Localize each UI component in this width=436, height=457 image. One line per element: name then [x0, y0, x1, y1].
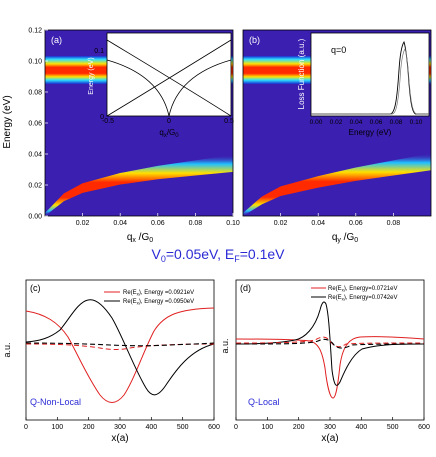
inset-b-annotation: q=0 — [331, 45, 346, 55]
panel-c-series-red — [25, 307, 215, 403]
panel-b: (b) 0.02 0.04 0.06 0.08 qy /G0 q=0 0.00 0.02… — [242, 29, 432, 244]
x-tick-label: 0.06 — [151, 220, 165, 227]
inset-b-xtick: 0.08 — [390, 119, 403, 126]
x-tick-label: 0.08 — [189, 220, 203, 227]
inset-a-xlabel: qx/G0 — [159, 128, 179, 139]
x-tick-label: 100 — [51, 424, 63, 431]
inset-b-xtick: 0.06 — [370, 119, 383, 126]
inset-a-curve-1 — [106, 39, 232, 117]
inset-a-curve-3 — [106, 59, 170, 117]
x-tick-label: 500 — [387, 424, 399, 431]
panel-c-frame — [25, 279, 215, 421]
panel-a-xlabel: qx /G0 — [127, 232, 153, 244]
y-tick-label: 0.06 — [28, 121, 42, 128]
x-tick-label: 100 — [261, 424, 273, 431]
x-tick-label: 0.04 — [311, 220, 325, 227]
inset-a-ytick: 0.1 — [94, 48, 104, 55]
inset-a-curve-4 — [168, 59, 232, 117]
panel-a-y-ticks: 0.00 0.02 0.04 0.06 0.08 0.10 0.12 — [28, 28, 48, 221]
panel-d-legend-2: Re(Ex), Energy=0.0742eV — [328, 295, 397, 302]
panel-b-plasmon-band — [243, 153, 431, 216]
panel-d-label: (d) — [240, 283, 251, 293]
panel-a-x-ticks: 0.02 0.04 0.06 0.08 0.10 — [76, 213, 240, 227]
panel-c-ylabel: a.u. — [2, 342, 12, 357]
inset-a-ytick: 0 — [100, 114, 104, 121]
y-tick-label: 0.04 — [28, 152, 42, 159]
panel-c-legend-2: Re(Ex), Energy =0.0950eV — [123, 299, 194, 306]
inset-a-xtick: 0 — [167, 118, 171, 125]
inset-b-xtick: 0.04 — [350, 119, 363, 126]
x-tick-label: 600 — [418, 424, 430, 431]
panel-b-inset: q=0 0.00 0.02 0.04 0.06 0.08 0.10 Energy (eV)… — [297, 32, 430, 137]
panel-c-legend-1: Re(Ex), Energy =0.0921eV — [123, 290, 194, 297]
inset-b-xtick: 0.00 — [310, 119, 323, 126]
inset-b-loss-curve — [311, 40, 429, 115]
panel-d-xlabel: x(a) — [321, 433, 338, 444]
panel-d-series-black — [235, 301, 425, 386]
panel-c-x-ticks: 0 100 200 300 400 500 600 — [24, 417, 220, 431]
x-tick-label: 0.02 — [274, 220, 288, 227]
panel-c-xlabel: x(a) — [111, 433, 128, 444]
y-tick-label: 0.12 — [28, 28, 42, 35]
y-tick-label: 0.08 — [28, 90, 42, 97]
panel-a-ylabel: Energy (eV) — [2, 95, 13, 148]
x-tick-label: 200 — [293, 424, 305, 431]
inset-a-xtick: -0.5 — [102, 118, 114, 125]
panel-d-legend-1: Re(Ex), Energy=0.0721eV — [328, 286, 397, 293]
panel-c-series-black — [25, 299, 215, 396]
panel-c: (c) 0 100 200 300 400 500 600 a.u. x(a) Q-Non-… — [2, 279, 220, 444]
y-tick-label: 0.02 — [28, 183, 42, 190]
y-tick-label: 0.00 — [28, 214, 42, 221]
panel-a-label: (a) — [51, 35, 62, 45]
inset-b-xtick: 0.10 — [410, 119, 423, 126]
panel-c-series-black-dashed — [25, 342, 215, 347]
x-tick-label: 0.04 — [113, 220, 127, 227]
panel-a-inset: -0.5 0 0.5 0 0.1 Energy (eV) qx/G0 — [88, 32, 234, 139]
inset-b-ylabel: Loss Function (a.u.) — [297, 38, 306, 109]
panel-b-label: (b) — [249, 35, 260, 45]
panel-d-frame — [235, 279, 425, 421]
x-tick-label: 400 — [145, 424, 157, 431]
inset-a-xtick: 0.5 — [224, 118, 234, 125]
x-tick-label: 0.08 — [387, 220, 401, 227]
inset-a-curve-2 — [106, 39, 232, 117]
x-tick-label: 300 — [324, 424, 336, 431]
inset-b-loss-curve-2 — [311, 48, 429, 115]
x-tick-label: 400 — [355, 424, 367, 431]
x-tick-label: 0.02 — [76, 220, 90, 227]
x-tick-label: 0.06 — [349, 220, 363, 227]
x-tick-label: 0 — [24, 424, 28, 431]
inset-b-xlabel: Energy (eV) — [349, 128, 392, 137]
parameter-banner: V0=0.05eV, EF=0.1eV — [151, 246, 285, 264]
x-tick-label: 600 — [208, 424, 220, 431]
x-tick-label: 200 — [83, 424, 95, 431]
panel-d-series-black-dashed — [235, 338, 425, 349]
x-tick-label: 0.10 — [226, 220, 240, 227]
panel-d: (d) 0 100 200 300 400 500 600 a.u. x(a) Q-Loca… — [220, 279, 430, 444]
y-tick-label: 0.10 — [28, 59, 42, 66]
x-tick-label: 0 — [234, 424, 238, 431]
panel-b-x-ticks: 0.02 0.04 0.06 0.08 — [274, 213, 401, 227]
inset-b-xtick: 0.02 — [330, 119, 343, 126]
panel-d-series-red-dashed — [235, 336, 425, 348]
panel-c-annotation: Q-Non-Local — [30, 397, 81, 407]
panel-d-ylabel: a.u. — [220, 338, 230, 353]
x-tick-label: 500 — [177, 424, 189, 431]
inset-a-ylabel: Energy (eV) — [88, 57, 95, 94]
panel-b-xlabel: qy /G0 — [332, 232, 358, 244]
panel-a: (a) 0.000.020.040.060.080.100.12 0.02 0.0… — [2, 28, 240, 245]
panel-d-x-ticks: 0 100 200 300 400 500 600 — [234, 417, 430, 431]
panel-b-frame — [242, 29, 432, 217]
x-tick-label: 300 — [114, 424, 126, 431]
panel-c-label: (c) — [30, 283, 41, 293]
panel-d-annotation: Q-Local — [248, 397, 280, 407]
inset-b-x-ticks: 0.00 0.02 0.04 0.06 0.08 0.10 — [310, 119, 423, 126]
panel-a-plasmon-band — [45, 154, 233, 216]
